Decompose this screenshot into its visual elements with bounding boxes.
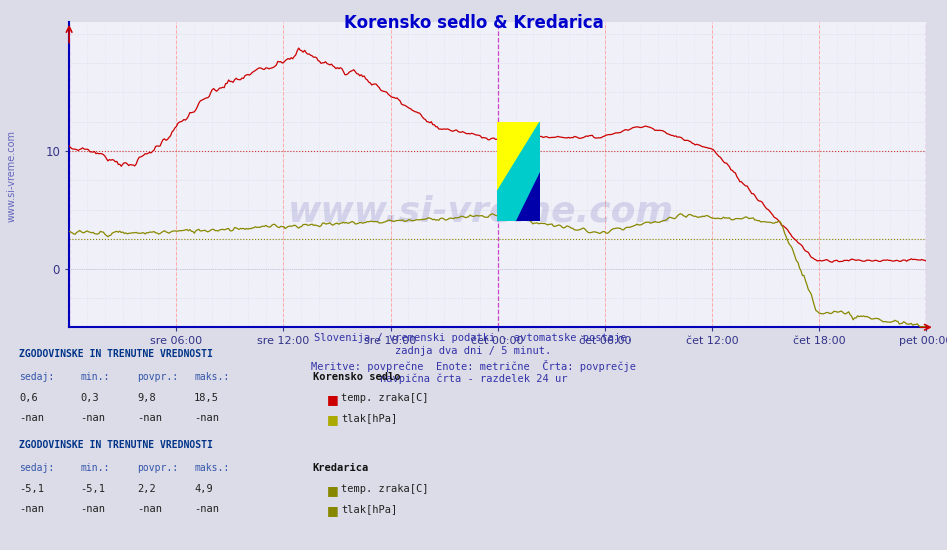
- Text: -nan: -nan: [19, 413, 44, 423]
- Text: maks.:: maks.:: [194, 372, 229, 382]
- Text: temp. zraka[C]: temp. zraka[C]: [341, 393, 428, 403]
- Text: -nan: -nan: [19, 504, 44, 514]
- Text: sedaj:: sedaj:: [19, 372, 54, 382]
- Text: Kredarica: Kredarica: [313, 463, 368, 473]
- Text: 0,3: 0,3: [80, 393, 99, 403]
- Text: ■: ■: [327, 393, 338, 406]
- Text: Slovenija / vremenski podatki - avtomatske postaje.: Slovenija / vremenski podatki - avtomats…: [314, 333, 633, 343]
- Text: -nan: -nan: [194, 504, 219, 514]
- Text: zadnja dva dni / 5 minut.: zadnja dva dni / 5 minut.: [396, 346, 551, 356]
- Text: 18,5: 18,5: [194, 393, 219, 403]
- Text: ■: ■: [327, 413, 338, 426]
- Text: Korensko sedlo & Kredarica: Korensko sedlo & Kredarica: [344, 14, 603, 32]
- Text: Meritve: povprečne  Enote: metrične  Črta: povprečje: Meritve: povprečne Enote: metrične Črta:…: [311, 360, 636, 372]
- Text: ■: ■: [327, 484, 338, 497]
- Text: -nan: -nan: [194, 413, 219, 423]
- Polygon shape: [497, 122, 540, 191]
- Text: www.si-vreme.com: www.si-vreme.com: [288, 194, 673, 228]
- Text: -nan: -nan: [137, 413, 162, 423]
- Text: 9,8: 9,8: [137, 393, 156, 403]
- Text: -nan: -nan: [80, 413, 105, 423]
- Text: www.si-vreme.com: www.si-vreme.com: [7, 130, 16, 222]
- Text: ZGODOVINSKE IN TRENUTNE VREDNOSTI: ZGODOVINSKE IN TRENUTNE VREDNOSTI: [19, 440, 213, 450]
- Text: min.:: min.:: [80, 372, 110, 382]
- Text: ZGODOVINSKE IN TRENUTNE VREDNOSTI: ZGODOVINSKE IN TRENUTNE VREDNOSTI: [19, 349, 213, 359]
- Text: -5,1: -5,1: [80, 484, 105, 494]
- Text: 2,2: 2,2: [137, 484, 156, 494]
- Text: tlak[hPa]: tlak[hPa]: [341, 413, 397, 423]
- Text: temp. zraka[C]: temp. zraka[C]: [341, 484, 428, 494]
- Text: povpr.:: povpr.:: [137, 463, 178, 473]
- Text: -nan: -nan: [137, 504, 162, 514]
- Text: -5,1: -5,1: [19, 484, 44, 494]
- Text: maks.:: maks.:: [194, 463, 229, 473]
- Text: tlak[hPa]: tlak[hPa]: [341, 504, 397, 514]
- Text: Korensko sedlo: Korensko sedlo: [313, 372, 400, 382]
- Text: navpična črta - razdelek 24 ur: navpična črta - razdelek 24 ur: [380, 374, 567, 384]
- Text: 4,9: 4,9: [194, 484, 213, 494]
- Text: min.:: min.:: [80, 463, 110, 473]
- Polygon shape: [516, 172, 540, 221]
- Text: ■: ■: [327, 504, 338, 517]
- Text: povpr.:: povpr.:: [137, 372, 178, 382]
- Text: -nan: -nan: [80, 504, 105, 514]
- Text: 0,6: 0,6: [19, 393, 38, 403]
- Polygon shape: [497, 122, 540, 221]
- Text: sedaj:: sedaj:: [19, 463, 54, 473]
